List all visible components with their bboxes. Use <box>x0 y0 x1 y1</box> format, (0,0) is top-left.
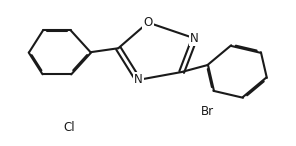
Text: N: N <box>134 73 142 86</box>
Text: Cl: Cl <box>63 121 75 134</box>
Text: Br: Br <box>201 105 214 118</box>
Text: O: O <box>143 16 153 29</box>
Text: N: N <box>190 32 199 45</box>
